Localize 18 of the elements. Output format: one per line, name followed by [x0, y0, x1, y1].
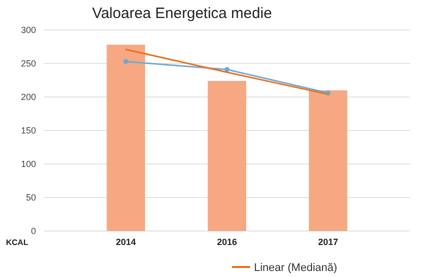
y-tick-label: 150	[20, 126, 36, 136]
bar	[208, 80, 246, 231]
y-axis-title: KCAL	[6, 238, 28, 247]
x-tick-label: 2014	[116, 237, 136, 247]
y-tick-label: 100	[20, 159, 36, 170]
bar	[106, 44, 146, 231]
x-tick-label: 2017	[318, 237, 338, 247]
y-tick-label: 300	[20, 25, 36, 36]
legend-label: Linear (Mediană)	[254, 262, 338, 274]
point	[224, 67, 230, 72]
y-tick-label: 0	[30, 226, 36, 236]
y-tick-label: 200	[20, 92, 36, 102]
chart-title: Valoarea Energetica medie	[92, 5, 272, 22]
bar	[308, 90, 348, 231]
y-tick-label: 250	[20, 58, 36, 69]
x-tick-label: 2016	[216, 237, 238, 247]
point	[123, 58, 128, 64]
y-tick-label: 50	[26, 192, 36, 203]
